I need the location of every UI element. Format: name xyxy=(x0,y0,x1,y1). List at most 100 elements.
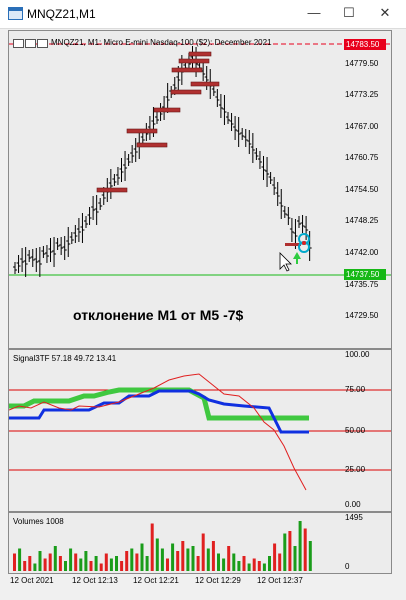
volume-bar xyxy=(48,553,52,571)
volume-bar xyxy=(278,553,282,571)
deviation-annotation: отклонение M1 от M5 -7$ xyxy=(73,307,244,323)
order-level-box xyxy=(171,67,203,73)
volume-bar xyxy=(104,553,108,571)
volume-bar xyxy=(273,543,277,571)
price-label: 14754.50 xyxy=(345,185,379,194)
volume-bar xyxy=(308,541,312,571)
top-price-tag: 14783.50 xyxy=(344,39,386,50)
volume-bar xyxy=(150,523,154,571)
symbol-info: MNQZ21, M1: Micro E-mini Nasdaq-100 ($2)… xyxy=(51,38,272,47)
volume-panel[interactable]: Volumes 1008 xyxy=(8,512,392,574)
mid-signal-line xyxy=(9,389,309,434)
maximize-button[interactable]: ☐ xyxy=(343,5,355,20)
volume-bar xyxy=(120,561,124,571)
time-label: 12 Oct 12:37 xyxy=(257,576,303,585)
volume-bar xyxy=(160,548,164,571)
volume-bar xyxy=(155,538,159,571)
volume-bar xyxy=(196,556,200,571)
time-label: 12 Oct 12:21 xyxy=(133,576,179,585)
volume-bar xyxy=(89,561,93,571)
order-level-box xyxy=(153,107,181,113)
order-marker-dot-icon xyxy=(302,241,306,245)
volume-bar xyxy=(293,546,297,571)
volume-bar xyxy=(38,551,42,571)
indicator-level-label: 0.00 xyxy=(345,500,361,509)
indicator-panel[interactable]: Signal3TF 57.18 49.72 13.41 xyxy=(8,349,392,512)
price-label: 14773.25 xyxy=(345,90,379,99)
indicator-level-label: 50.00 xyxy=(345,426,366,435)
volume-bar xyxy=(186,548,190,571)
chart-settings-icon[interactable] xyxy=(37,39,48,48)
window-title: MNQZ21,M1 xyxy=(27,7,96,21)
order-level-box xyxy=(285,243,301,246)
volume-bar xyxy=(206,548,210,571)
price-label: 14779.50 xyxy=(345,59,379,68)
volume-bar xyxy=(18,548,22,571)
volume-bar xyxy=(288,531,292,571)
volume-bar xyxy=(135,553,139,571)
volume-bar xyxy=(232,553,236,571)
volume-bar xyxy=(94,556,98,571)
slow-signal-line xyxy=(9,387,309,421)
order-level-box xyxy=(188,51,212,57)
price-label: 14729.50 xyxy=(345,311,379,320)
price-chart-canvas xyxy=(9,43,391,277)
volume-bar xyxy=(130,548,134,571)
volume-bar xyxy=(211,541,215,571)
volume-bar xyxy=(23,561,27,571)
mouse-cursor-icon xyxy=(279,252,292,272)
volume-min-label: 0 xyxy=(345,562,350,571)
up-arrow-icon xyxy=(293,252,301,259)
title-bar: MNQZ21,M1 — ☐ ✕ xyxy=(0,0,406,29)
volume-bar xyxy=(125,551,129,571)
volume-bar xyxy=(176,551,180,571)
price-label: 14735.75 xyxy=(345,280,379,289)
volume-canvas xyxy=(13,521,312,571)
order-level-box xyxy=(178,58,210,64)
volume-bar xyxy=(268,556,271,571)
indicator-level-label: 25.00 xyxy=(345,465,366,474)
fast-signal-line xyxy=(9,373,307,491)
volume-bar xyxy=(13,553,16,571)
volume-bar xyxy=(28,556,32,571)
volume-bar xyxy=(247,563,251,571)
order-level-box xyxy=(96,187,128,193)
volume-bar xyxy=(242,556,246,571)
volume-bar xyxy=(217,553,220,571)
volume-bar xyxy=(201,533,205,571)
indicator-title: Signal3TF 57.18 49.72 13.41 xyxy=(13,354,117,363)
time-label: 12 Oct 12:13 xyxy=(72,576,118,585)
volume-bar xyxy=(33,563,37,571)
volume-bar xyxy=(283,533,287,571)
volume-bar xyxy=(99,563,103,571)
indicator-level-label: 100.00 xyxy=(345,350,370,359)
volume-bar xyxy=(43,558,47,571)
volume-bar xyxy=(74,553,78,571)
indicator-canvas xyxy=(9,373,391,491)
close-button[interactable]: ✕ xyxy=(379,5,391,20)
volume-bar xyxy=(53,546,57,571)
chart-list-icon[interactable] xyxy=(13,39,24,48)
current-price-tag: 14737.50 xyxy=(344,269,386,280)
volume-title: Volumes 1008 xyxy=(13,517,64,526)
volume-bar xyxy=(191,546,195,571)
chart-grid-icon[interactable] xyxy=(25,39,36,48)
order-level-box xyxy=(190,81,220,87)
volume-bar xyxy=(171,543,175,571)
up-arrow-stem xyxy=(296,258,298,264)
price-chart-panel[interactable]: MNQZ21, M1: Micro E-mini Nasdaq-100 ($2)… xyxy=(8,30,392,349)
volume-bar xyxy=(303,528,307,571)
volume-bar xyxy=(64,561,67,571)
volume-bar xyxy=(227,546,231,571)
order-level-box xyxy=(126,128,158,134)
price-label: 14767.00 xyxy=(345,122,379,131)
price-label: 14742.00 xyxy=(345,248,379,257)
volume-bar xyxy=(252,558,256,571)
volume-bar xyxy=(298,521,302,571)
price-label: 14748.25 xyxy=(345,216,379,225)
volume-bar xyxy=(109,558,113,571)
volume-bar xyxy=(222,558,226,571)
volume-bar xyxy=(181,541,185,571)
volume-bar xyxy=(262,563,266,571)
minimize-button[interactable]: — xyxy=(307,5,321,20)
